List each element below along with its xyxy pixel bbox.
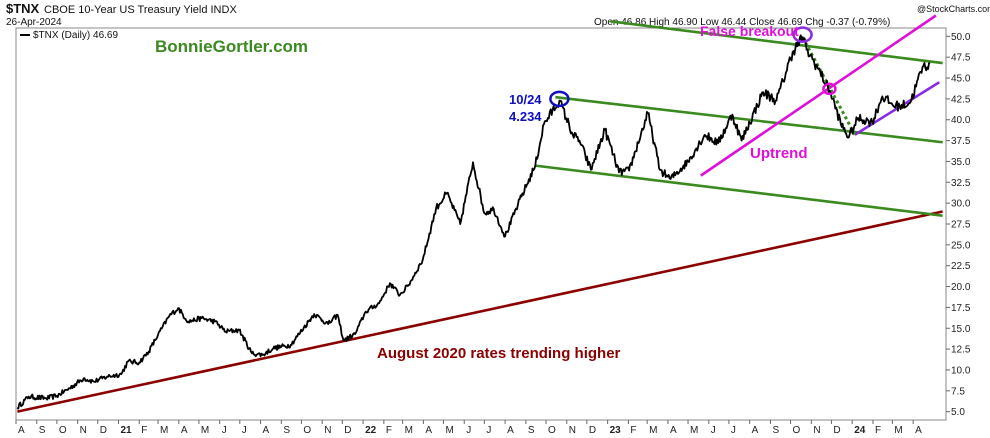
x-tick-label: 22 [365, 425, 377, 436]
x-tick-label: F [630, 425, 636, 436]
x-tick-label: 21 [121, 425, 133, 436]
y-tick-label: 37.5 [951, 136, 971, 147]
y-tick-label: 40.0 [951, 115, 971, 126]
x-tick-label: M [445, 425, 453, 436]
x-tick-label: F [386, 425, 392, 436]
uptrend-label: Uptrend [750, 145, 808, 162]
x-tick-label: D [589, 425, 596, 436]
x-tick-label: N [813, 425, 820, 436]
y-tick-label: 32.5 [951, 178, 971, 189]
x-tick-label: M [894, 425, 902, 436]
annotation-circle [792, 26, 813, 43]
x-tick-label: F [875, 425, 881, 436]
annotation-circles [549, 26, 837, 108]
x-tick-label: M [690, 425, 698, 436]
y-tick-label: 5.0 [951, 407, 965, 418]
y-tick-label: 7.5 [951, 386, 965, 397]
y-tick-label: 50.0 [951, 32, 971, 43]
x-tick-label: A [18, 425, 25, 436]
x-tick-label: A [915, 425, 922, 436]
x-tick-label: S [283, 425, 290, 436]
x-tick-label: 24 [854, 425, 866, 436]
x-tick-label: J [222, 425, 227, 436]
chart-date: 26-Apr-2024 [6, 17, 62, 28]
y-tick-label: 42.5 [951, 94, 971, 105]
x-tick-label: D [344, 425, 351, 436]
long-trend-label: August 2020 rates trending higher [377, 345, 621, 362]
legend: $TNX (Daily) 46.69 [20, 30, 118, 41]
x-tick-label: J [711, 425, 716, 436]
x-tick-label: M [649, 425, 657, 436]
peak-date-label: 10/24 [509, 92, 542, 107]
y-tick-label: 20.0 [951, 282, 971, 293]
x-tick-label: A [507, 425, 514, 436]
x-tick-label: A [181, 425, 188, 436]
y-axis: 5.0 7.5 10.0 12.5 15.0 17.5 20.0 22.5 25.0 27.5 30… [946, 32, 971, 418]
annotation-circle [549, 90, 570, 108]
x-tick-label: N [324, 425, 331, 436]
x-tick-label: F [141, 425, 147, 436]
y-tick-label: 10.0 [951, 365, 971, 376]
ohlc-readout: Open 46.86 High 46.90 Low 46.44 Close 46… [594, 17, 890, 28]
trendline-2 [555, 95, 943, 144]
x-tick-label: A [670, 425, 677, 436]
peak-value-label: 4.234 [509, 109, 542, 124]
trendline-0 [17, 210, 943, 413]
x-tick-label: S [772, 425, 779, 436]
y-tick-label: 15.0 [951, 324, 971, 335]
y-tick-label: 12.5 [951, 345, 971, 356]
x-tick-label: M [201, 425, 209, 436]
trendlines [17, 14, 943, 413]
x-tick-label: A [263, 425, 270, 436]
x-tick-label: N [569, 425, 576, 436]
legend-entry: $TNX (Daily) 46.69 [33, 30, 118, 41]
trendline-1 [610, 20, 943, 65]
x-tick-label: O [548, 425, 556, 436]
x-tick-label: J [242, 425, 247, 436]
x-tick-label: O [303, 425, 311, 436]
x-tick-label: 23 [610, 425, 622, 436]
credit: @StockCharts.com [917, 4, 990, 14]
x-tick-label: J [486, 425, 491, 436]
false-breakout-label: False breakout [700, 23, 799, 39]
trendline-3 [535, 164, 943, 217]
x-tick-label: J [466, 425, 471, 436]
x-tick-label: O [59, 425, 67, 436]
price-series-line [16, 34, 931, 410]
x-tick-label: S [39, 425, 46, 436]
x-axis: A S O N D 21 F M A M J J A S O N D 22 F M A M J J A S O N D 23 F M A M J J A… [15, 420, 922, 436]
x-tick-label: D [100, 425, 107, 436]
y-tick-label: 22.5 [951, 261, 971, 272]
trendline-6 [801, 36, 857, 136]
x-tick-label: D [833, 425, 840, 436]
annotation-circle [822, 82, 837, 96]
y-tick-label: 25.0 [951, 240, 971, 251]
x-tick-label: A [752, 425, 759, 436]
y-tick-label: 17.5 [951, 303, 971, 314]
x-tick-label: M [160, 425, 168, 436]
y-tick-label: 35.0 [951, 157, 971, 168]
y-tick-label: 45.0 [951, 74, 971, 85]
symbol: $TNX [6, 1, 40, 16]
y-tick-label: 27.5 [951, 220, 971, 231]
x-tick-label: J [731, 425, 736, 436]
x-tick-label: S [528, 425, 535, 436]
x-tick-label: O [793, 425, 801, 436]
brand-label: BonnieGortler.com [155, 37, 308, 56]
x-tick-label: M [405, 425, 413, 436]
symbol-name: CBOE 10-Year US Treasury Yield INDX [44, 4, 237, 16]
x-tick-label: A [425, 425, 432, 436]
trendline-4 [700, 14, 937, 177]
y-tick-label: 30.0 [951, 199, 971, 210]
y-tick-label: 47.5 [951, 53, 971, 64]
x-tick-label: N [80, 425, 87, 436]
